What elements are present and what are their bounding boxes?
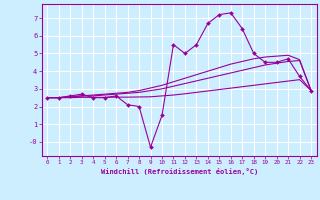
X-axis label: Windchill (Refroidissement éolien,°C): Windchill (Refroidissement éolien,°C) [100,168,258,175]
